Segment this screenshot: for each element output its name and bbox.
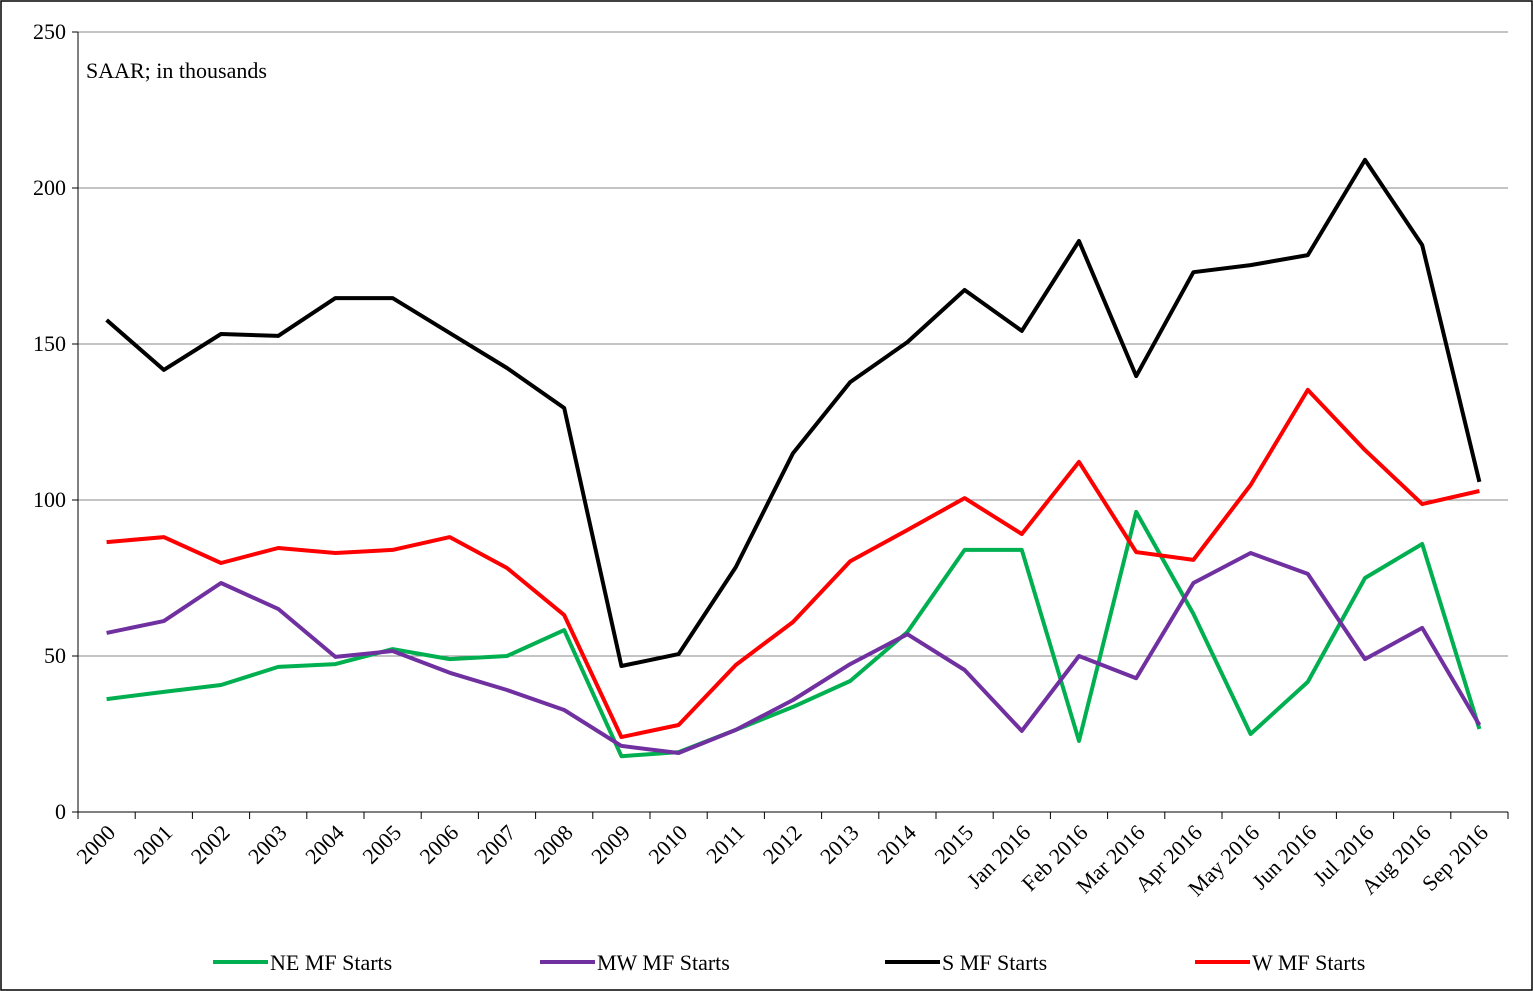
annotation: SAAR; in thousands <box>86 58 267 83</box>
series-line <box>106 387 1480 740</box>
y-tick-label: 0 <box>55 799 66 824</box>
y-tick-label: 150 <box>33 331 66 356</box>
series-line <box>106 551 1482 755</box>
legend-label: MW MF Starts <box>597 950 730 975</box>
y-tick-label: 250 <box>33 19 66 44</box>
y-tick-label: 200 <box>33 175 66 200</box>
legend-label: W MF Starts <box>1252 950 1365 975</box>
legend-label: NE MF Starts <box>270 950 392 975</box>
series-line <box>106 509 1482 759</box>
y-tick-label: 100 <box>33 487 66 512</box>
series-line <box>105 157 1482 668</box>
legend-label: S MF Starts <box>942 950 1047 975</box>
y-tick-label: 50 <box>44 643 66 668</box>
